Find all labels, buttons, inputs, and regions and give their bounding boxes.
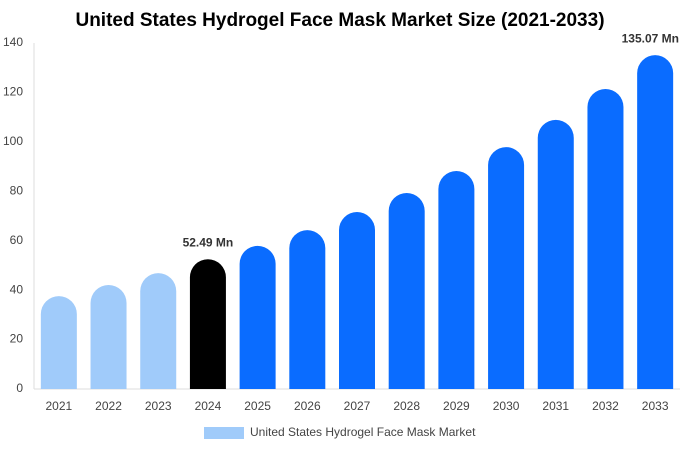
- y-tick-label: 20: [10, 332, 24, 346]
- y-tick-label: 140: [3, 35, 23, 49]
- value-label: 52.49 Mn: [183, 235, 234, 249]
- y-tick-label: 80: [10, 183, 24, 197]
- y-tick-label: 120: [3, 85, 23, 99]
- x-tick-label: 2032: [592, 399, 619, 413]
- bar: [488, 147, 525, 389]
- bar: [189, 259, 226, 389]
- legend-swatch: [204, 427, 244, 439]
- bar: [388, 193, 425, 389]
- bar: [587, 88, 624, 390]
- x-tick-label: 2023: [145, 399, 172, 413]
- x-tick-label: 2025: [244, 399, 271, 413]
- y-tick-label: 100: [3, 134, 23, 148]
- chart-title: United States Hydrogel Face Mask Market …: [75, 10, 604, 31]
- x-tick-label: 2024: [195, 399, 222, 413]
- y-tick-label: 0: [16, 381, 23, 395]
- y-tick-label: 60: [10, 233, 24, 247]
- x-tick-label: 2031: [542, 399, 569, 413]
- x-tick-label: 2029: [443, 399, 470, 413]
- x-tick-label: 2026: [294, 399, 321, 413]
- bar: [239, 245, 276, 389]
- x-tick-label: 2027: [344, 399, 371, 413]
- bar: [40, 296, 77, 389]
- x-tick-label: 2022: [95, 399, 122, 413]
- x-tick-label: 2028: [393, 399, 420, 413]
- bar: [438, 171, 475, 389]
- bar: [537, 119, 574, 389]
- value-label: 135.07 Mn: [622, 31, 679, 45]
- x-tick-label: 2033: [642, 399, 669, 413]
- y-tick-label: 40: [10, 282, 24, 296]
- bar: [140, 273, 177, 389]
- bar: [637, 55, 674, 390]
- bar: [339, 212, 375, 389]
- x-tick-label: 2030: [493, 399, 520, 413]
- x-tick-label: 2021: [45, 399, 72, 413]
- legend-label: United States Hydrogel Face Mask Market: [250, 425, 476, 439]
- bar: [90, 284, 127, 389]
- bar: [289, 230, 326, 389]
